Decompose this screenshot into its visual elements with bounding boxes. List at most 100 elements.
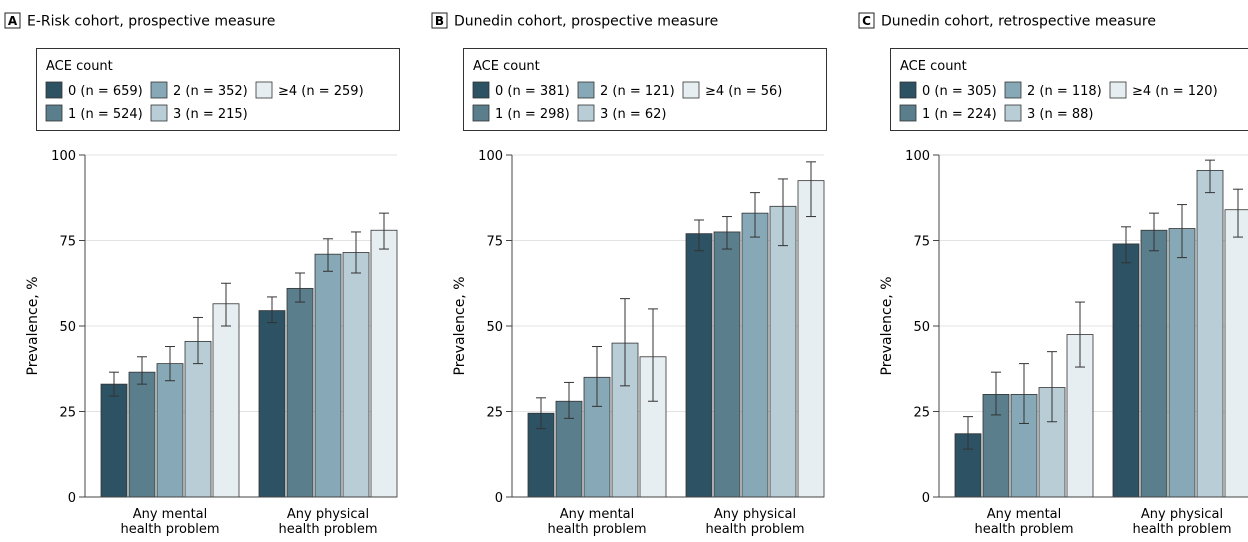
legend-item: 3 (n = 88)	[1004, 104, 1094, 122]
x-category-label: health problem	[120, 522, 219, 537]
y-tick-label: 75	[59, 235, 76, 250]
bar	[1224, 209, 1248, 498]
y-tick-label: 0	[68, 491, 76, 506]
bar	[258, 310, 286, 498]
bar	[156, 363, 184, 498]
panel-title: Dunedin cohort, retrospective measure	[881, 14, 1156, 30]
legend: ACE count 0 (n = 659) 1 (n = 524) 2 (n = 35…	[36, 48, 400, 131]
category-group	[1112, 159, 1248, 498]
error-bar	[193, 316, 203, 365]
legend-item: ≥4 (n = 120)	[1109, 81, 1218, 99]
error-bar	[267, 296, 277, 324]
legend-item: ≥4 (n = 56)	[682, 81, 782, 99]
legend-swatch	[899, 81, 917, 99]
y-tick-label: 100	[51, 149, 76, 164]
panel-letter: C	[862, 14, 871, 28]
bar	[128, 371, 156, 498]
bar	[685, 233, 713, 498]
y-tick-label: 50	[486, 320, 503, 335]
category-group	[527, 298, 667, 498]
category-group	[685, 161, 825, 498]
legend-swatch	[45, 104, 63, 122]
bar	[286, 287, 314, 498]
x-category-label: health problem	[974, 522, 1073, 537]
error-bar	[991, 371, 1001, 416]
error-bar	[165, 346, 175, 382]
legend-label: 0 (n = 305)	[922, 84, 997, 99]
error-bar	[379, 212, 389, 250]
legend-item: 0 (n = 659)	[45, 81, 143, 99]
legend-label: 0 (n = 659)	[68, 84, 143, 99]
bar	[184, 340, 212, 498]
legend-label: 1 (n = 224)	[922, 107, 997, 122]
legend: ACE count 0 (n = 305) 1 (n = 224) 2 (n = 11…	[890, 48, 1248, 131]
legend-swatch	[150, 104, 168, 122]
error-bar	[1149, 212, 1159, 252]
bar	[1196, 169, 1224, 498]
error-bar	[536, 397, 546, 430]
bar	[1168, 228, 1196, 498]
legend-title: ACE count	[473, 59, 540, 74]
error-bar	[323, 238, 333, 272]
x-category-label: health problem	[705, 522, 804, 537]
error-bar	[137, 356, 147, 385]
y-tick-label: 50	[59, 320, 76, 335]
legend-swatch	[1004, 81, 1022, 99]
panel-letter-box	[4, 12, 21, 29]
legend-swatch	[577, 104, 595, 122]
error-bar	[648, 308, 658, 402]
bar	[1140, 229, 1168, 498]
legend-label: 1 (n = 524)	[68, 107, 143, 122]
y-tick-label: 75	[913, 235, 930, 250]
y-tick-label: 25	[913, 406, 930, 421]
legend-swatch	[45, 81, 63, 99]
panel-letter-box	[431, 12, 448, 29]
panel-a: A E-Risk cohort, prospective measure ACE c…	[4, 12, 400, 537]
error-bar	[1075, 301, 1085, 368]
legend-label: 2 (n = 121)	[600, 84, 675, 99]
legend-label: ≥4 (n = 259)	[278, 84, 364, 99]
category-group	[258, 212, 398, 498]
y-tick-label: 100	[905, 149, 930, 164]
y-tick-label: 25	[486, 406, 503, 421]
bar	[342, 252, 370, 498]
legend-item: 3 (n = 62)	[577, 104, 667, 122]
legend: ACE count 0 (n = 381) 1 (n = 298) 2 (n = 12…	[463, 48, 827, 131]
x-category-label: Any mental	[987, 507, 1062, 522]
legend-swatch	[150, 81, 168, 99]
error-bar	[1121, 226, 1131, 264]
bar	[314, 253, 342, 498]
error-bar	[295, 272, 305, 303]
error-bar	[1205, 159, 1215, 194]
error-bar	[963, 416, 973, 450]
legend-label: 3 (n = 62)	[600, 107, 667, 122]
x-category-label: health problem	[278, 522, 377, 537]
legend-item: ≥4 (n = 259)	[255, 81, 364, 99]
error-bar	[806, 161, 816, 218]
legend-label: ≥4 (n = 120)	[1132, 84, 1218, 99]
legend-label: ≥4 (n = 56)	[705, 84, 782, 99]
error-bar	[750, 192, 760, 238]
error-bar	[1233, 188, 1243, 238]
error-bar	[722, 216, 732, 250]
legend-label: 2 (n = 118)	[1027, 84, 1102, 99]
panel-title: Dunedin cohort, prospective measure	[454, 14, 718, 30]
panel-letter-box	[858, 12, 875, 29]
panel-b: B Dunedin cohort, prospective measure ACE …	[431, 12, 827, 537]
legend-title: ACE count	[46, 59, 113, 74]
x-category-label: Any mental	[133, 507, 208, 522]
error-bar	[778, 178, 788, 247]
error-bar	[592, 346, 602, 407]
bar	[741, 212, 769, 498]
legend-item: 1 (n = 298)	[472, 104, 570, 122]
legend-label: 0 (n = 381)	[495, 84, 570, 99]
error-bar	[109, 371, 119, 397]
x-category-label: Any mental	[560, 507, 635, 522]
category-group	[954, 301, 1094, 498]
legend-item: 0 (n = 381)	[472, 81, 570, 99]
bar	[1112, 243, 1140, 498]
error-bar	[1019, 363, 1029, 424]
y-tick-label: 0	[495, 491, 503, 506]
